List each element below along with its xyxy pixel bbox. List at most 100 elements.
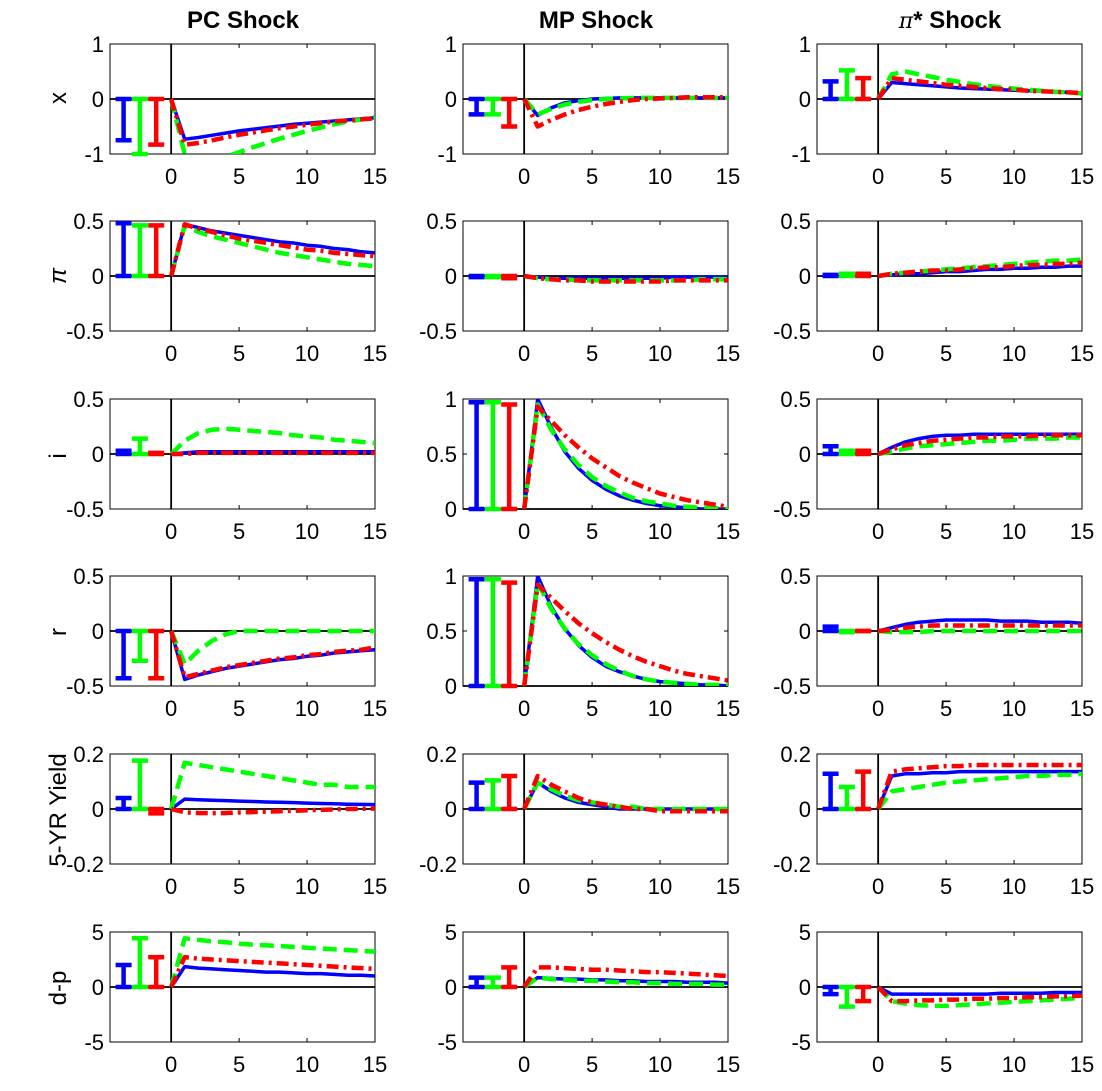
x-tick-label: 10	[1002, 164, 1026, 189]
panel-r-mp: 1 0.5 0 0 5 10 15	[426, 564, 740, 721]
series-lines	[521, 399, 728, 509]
y-tick-label: 0	[92, 619, 104, 644]
row-label-d-p: d-p	[45, 971, 72, 1006]
series-lines	[522, 965, 728, 989]
series-line-2	[876, 69, 1082, 101]
series-line-1	[170, 797, 375, 811]
y-tick-label: 0	[799, 442, 811, 467]
y-tick-label: 0.5	[73, 209, 104, 234]
series-line-3	[169, 222, 375, 277]
y-tick-label: 0.2	[426, 742, 457, 767]
series-line-2	[877, 435, 1082, 457]
series-line-2	[522, 95, 728, 117]
series-lines	[522, 773, 728, 814]
series-line-2	[521, 402, 728, 509]
x-tick-label: 5	[586, 519, 598, 544]
series-lines	[877, 432, 1082, 457]
series-lines	[169, 760, 375, 816]
x-tick-label: 10	[648, 164, 672, 189]
series-lines	[169, 222, 375, 277]
series-line-3	[521, 404, 728, 509]
x-tick-label: 0	[518, 164, 530, 189]
x-tick-label: 0	[872, 874, 884, 899]
series-line-1	[877, 985, 1082, 996]
series-line-3	[170, 806, 375, 816]
y-tick-label: -1	[84, 142, 104, 167]
y-tick-label: 0	[799, 975, 811, 1000]
y-tick-label: 5	[445, 920, 457, 945]
series-line-2	[169, 628, 375, 667]
panel-r-pc: 0.5 0 -0.5 0 5 10 15	[66, 564, 387, 721]
y-tick-label: 0.5	[426, 442, 457, 467]
x-tick-label: 10	[1002, 696, 1026, 721]
x-tick-label: 5	[233, 696, 245, 721]
series-line-1	[876, 769, 1082, 810]
x-tick-label: 0	[165, 519, 177, 544]
series-line-3	[522, 965, 728, 989]
x-tick-label: 0	[872, 519, 884, 544]
y-tick-label: -0.5	[773, 319, 811, 344]
x-tick-label: 5	[233, 519, 245, 544]
x-tick-label: 0	[872, 1052, 884, 1077]
y-tick-label: -0.5	[66, 319, 104, 344]
y-tick-label: 0	[445, 497, 457, 522]
panel-x-pc: 10-10 5 10 15	[84, 32, 387, 189]
series-line-3	[523, 273, 728, 284]
series-line-2	[169, 426, 375, 456]
x-tick-label: 0	[165, 341, 177, 366]
x-tick-label: 10	[648, 1052, 672, 1077]
series-line-2	[522, 780, 728, 812]
y-tick-label: -0.5	[773, 497, 811, 522]
series-line-2	[169, 760, 375, 810]
row-label-i: i	[45, 453, 72, 458]
x-tick-label: 5	[940, 696, 952, 721]
y-tick-label: 0	[92, 797, 104, 822]
x-tick-label: 0	[518, 341, 530, 366]
x-tick-label: 15	[363, 696, 387, 721]
x-tick-label: 15	[1070, 519, 1094, 544]
y-tick-label: 0.2	[780, 742, 811, 767]
y-tick-label: 0.5	[780, 209, 811, 234]
y-tick-label: -0.2	[419, 852, 457, 877]
x-tick-label: 15	[363, 519, 387, 544]
y-tick-label: -0.5	[66, 497, 104, 522]
series-line-3	[878, 623, 1082, 634]
x-tick-label: 0	[165, 696, 177, 721]
x-tick-label: 5	[586, 696, 598, 721]
series-line-2	[876, 771, 1082, 811]
y-tick-label: -0.2	[773, 852, 811, 877]
panel-pi-pc: 0.5 0 -0.5 0 5 10 15	[66, 209, 387, 366]
x-tick-label: 10	[295, 696, 319, 721]
column-title-mp-shock: MP Shock	[539, 7, 654, 34]
x-tick-label: 15	[716, 341, 740, 366]
series-line-2	[878, 628, 1082, 635]
x-tick-label: 15	[716, 874, 740, 899]
x-tick-label: 5	[586, 341, 598, 366]
series-line-3	[876, 762, 1082, 810]
panel-yield5-mp: 0.2 0 -0.2 0 5 10 15	[419, 742, 740, 899]
series-line-1	[169, 222, 375, 277]
x-tick-label: 10	[648, 341, 672, 366]
x-tick-label: 10	[1002, 874, 1026, 899]
y-tick-label: -0.2	[66, 852, 104, 877]
series-lines	[876, 69, 1082, 101]
series-line-1	[169, 964, 375, 988]
series-line-3	[521, 582, 728, 686]
x-tick-label: 0	[518, 874, 530, 899]
column-title-pc-shock: PC Shock	[187, 7, 300, 34]
series-lines	[877, 257, 1082, 279]
x-tick-label: 15	[363, 874, 387, 899]
series-line-3	[877, 260, 1082, 279]
row-label-pi: π	[45, 267, 72, 284]
x-tick-label: 5	[940, 164, 952, 189]
x-tick-label: 5	[586, 1052, 598, 1077]
x-tick-label: 10	[295, 341, 319, 366]
y-tick-label: 1	[445, 32, 457, 57]
x-tick-label: 10	[648, 874, 672, 899]
x-tick-label: 10	[295, 874, 319, 899]
y-tick-label: 0	[799, 87, 811, 112]
pi-symbol: π	[898, 9, 914, 34]
y-tick-label: 1	[445, 564, 457, 589]
series-line-3	[169, 98, 375, 147]
x-tick-label: 5	[233, 164, 245, 189]
